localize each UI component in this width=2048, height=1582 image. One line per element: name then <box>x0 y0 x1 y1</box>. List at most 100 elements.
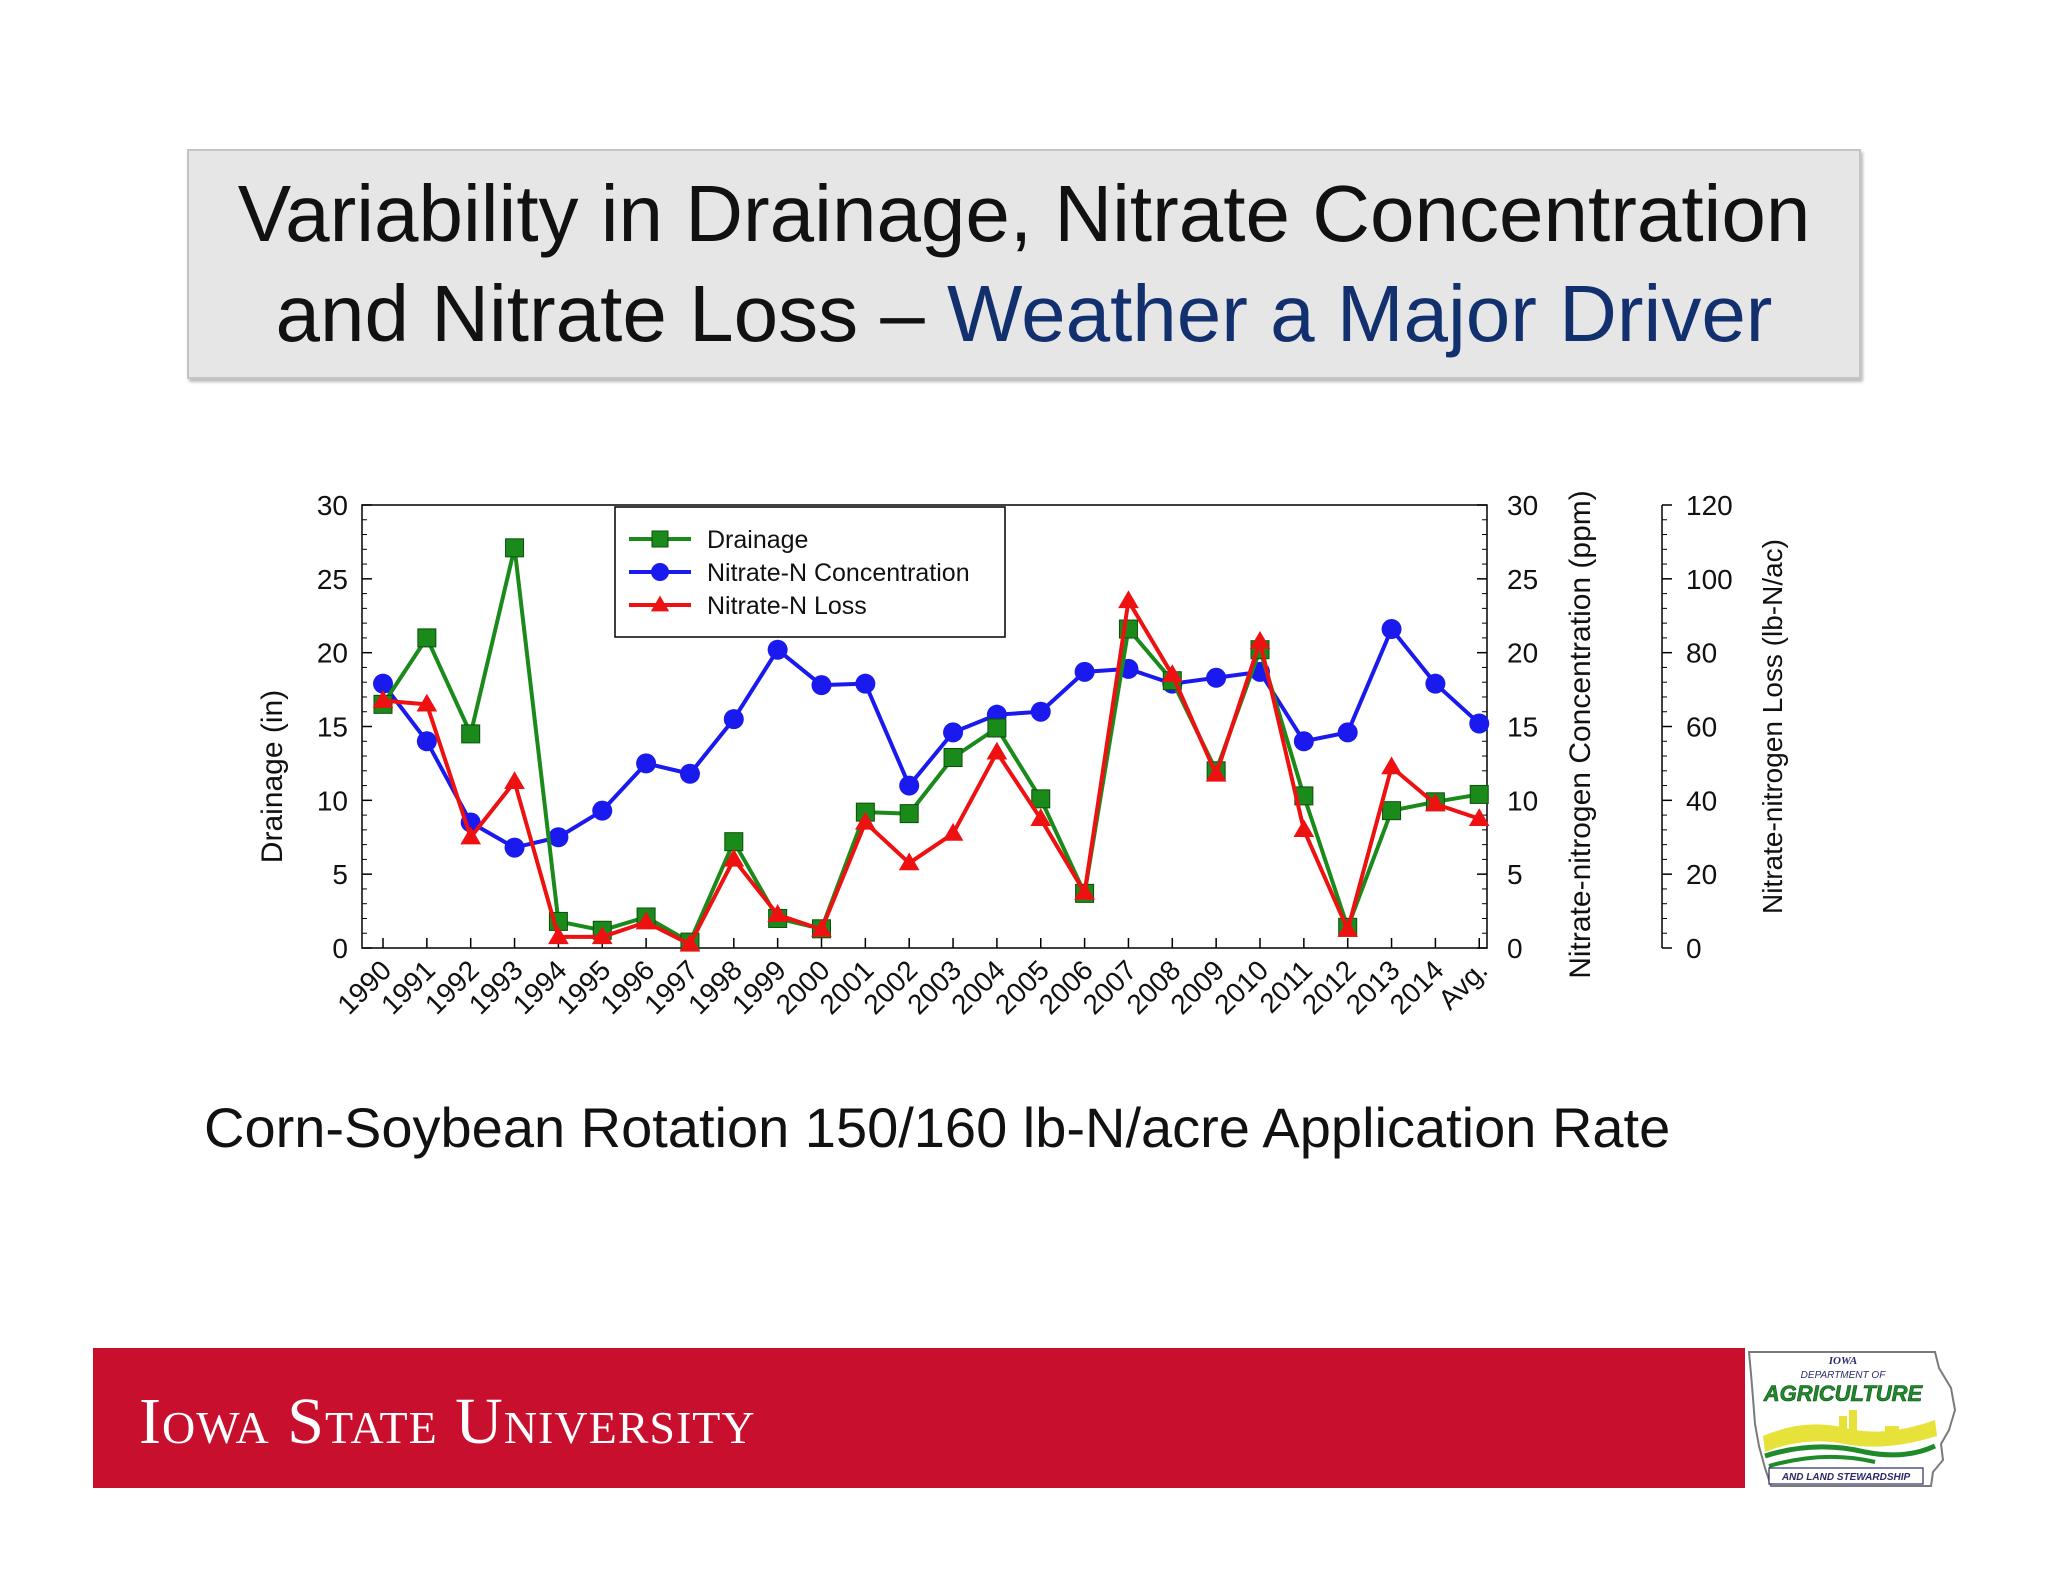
data-point-nitrate-n-concentration <box>855 673 876 694</box>
data-point-nitrate-n-loss <box>1118 590 1139 609</box>
svg-text:DEPARTMENT OF: DEPARTMENT OF <box>1801 1370 1887 1381</box>
data-point-nitrate-n-loss <box>811 918 832 937</box>
data-point-nitrate-n-loss <box>372 690 394 708</box>
right1-axis-tick-label: 20 <box>1507 638 1538 669</box>
title-line-1: Variability in Drainage, Nitrate Concent… <box>237 169 1811 258</box>
data-point-nitrate-n-loss <box>942 822 964 841</box>
data-point-nitrate-n-concentration <box>767 639 788 660</box>
iowa-state-university-logo: Iowa State University <box>139 1385 756 1458</box>
left-axis-tick-label: 20 <box>317 638 348 669</box>
right1-axis-tick-label: 5 <box>1507 859 1523 890</box>
data-point-nitrate-n-loss <box>898 852 920 871</box>
right1-axis-tick-label: 0 <box>1507 933 1523 964</box>
left-axis-tick-label: 10 <box>317 785 348 816</box>
right2-axis-tick-label: 0 <box>1686 933 1702 964</box>
left-axis-tick-label: 15 <box>317 712 348 743</box>
data-point-nitrate-n-loss <box>767 904 788 922</box>
data-point-nitrate-n-concentration <box>548 827 569 848</box>
title-line-2-prefix: and Nitrate Loss – <box>275 269 948 358</box>
data-point-nitrate-n-concentration <box>723 709 744 730</box>
subtitle: Corn-Soybean Rotation 150/160 lb-N/acre … <box>204 1096 1671 1159</box>
data-point-nitrate-n-concentration <box>1206 667 1227 688</box>
data-point-nitrate-n-loss <box>1249 630 1271 649</box>
data-point-drainage <box>724 832 744 852</box>
data-point-drainage <box>1469 784 1489 804</box>
footer-bar: Iowa State University <box>93 1348 1745 1488</box>
data-point-drainage <box>505 538 525 558</box>
right1-axis-tick-label: 30 <box>1507 490 1538 521</box>
right2-axis-label: Nitrate-nitrogen Loss (lb-N/ac) <box>1757 539 1788 914</box>
data-point-nitrate-n-concentration <box>679 763 700 784</box>
data-point-nitrate-n-loss <box>548 926 569 945</box>
left-axis-tick-label: 0 <box>332 933 348 964</box>
data-point-nitrate-n-loss <box>1074 882 1095 900</box>
data-point-drainage <box>987 718 1007 738</box>
data-point-nitrate-n-concentration <box>1469 713 1490 734</box>
data-point-nitrate-n-concentration <box>636 753 657 774</box>
data-point-nitrate-n-loss <box>986 741 1008 760</box>
right1-axis-tick-label: 15 <box>1507 712 1538 743</box>
legend-marker-nitrate-n-concentration <box>651 563 669 581</box>
data-point-drainage <box>417 628 437 648</box>
data-point-nitrate-n-loss <box>416 693 438 712</box>
data-point-nitrate-n-loss <box>679 933 701 952</box>
data-point-nitrate-n-loss <box>1293 819 1315 838</box>
right2-axis-tick-label: 120 <box>1686 490 1733 521</box>
data-point-nitrate-n-concentration <box>1337 722 1358 743</box>
data-point-nitrate-n-loss <box>723 848 745 867</box>
title-box: Variability in Drainage, Nitrate Concent… <box>187 149 1861 379</box>
left-axis-label: Drainage (in) <box>256 690 289 863</box>
legend-label-drainage: Drainage <box>707 526 808 554</box>
data-point-nitrate-n-concentration <box>504 837 525 858</box>
data-point-nitrate-n-loss <box>1381 756 1402 775</box>
right2-axis-tick-label: 80 <box>1686 638 1717 669</box>
data-point-nitrate-n-loss <box>1030 808 1052 826</box>
data-point-nitrate-n-concentration <box>1293 731 1314 752</box>
data-point-nitrate-n-concentration <box>592 800 613 821</box>
left-axis-tick-label: 25 <box>317 564 348 595</box>
data-point-nitrate-n-loss <box>635 911 657 930</box>
data-point-nitrate-n-loss <box>504 771 525 790</box>
data-point-nitrate-n-loss <box>1161 664 1183 682</box>
data-point-nitrate-n-concentration <box>373 673 393 694</box>
right2-axis-tick-label: 20 <box>1686 859 1717 890</box>
legend-label-nitrate-n-concentration: Nitrate-N Concentration <box>707 559 970 587</box>
legend-marker-nitrate-n-loss <box>650 595 670 612</box>
data-point-nitrate-n-concentration <box>416 731 437 752</box>
svg-text:AGRICULTURE: AGRICULTURE <box>1763 1381 1924 1406</box>
right1-axis-label: Nitrate-nitrogen Concentration (ppm) <box>1564 490 1597 979</box>
title-accent: Weather a Major Driver <box>947 269 1773 358</box>
legend-marker-drainage <box>651 530 669 548</box>
data-point-nitrate-n-loss <box>855 811 876 830</box>
data-point-drainage <box>943 748 963 768</box>
data-point-nitrate-n-loss <box>1425 793 1446 812</box>
data-point-nitrate-n-loss <box>460 826 482 845</box>
right1-axis-tick-label: 10 <box>1507 785 1538 816</box>
right2-axis-tick-label: 40 <box>1686 785 1717 816</box>
data-point-nitrate-n-concentration <box>1425 673 1446 694</box>
data-point-nitrate-n-concentration <box>811 675 832 696</box>
title-line-2: and Nitrate Loss – Weather a Major Drive… <box>276 264 1773 364</box>
left-axis-tick-label: 5 <box>332 859 348 890</box>
data-point-nitrate-n-concentration <box>1074 661 1095 682</box>
data-point-nitrate-n-concentration <box>1030 701 1051 722</box>
left-axis-tick-label: 30 <box>317 490 348 521</box>
legend-label-nitrate-n-loss: Nitrate-N Loss <box>707 592 867 620</box>
data-point-nitrate-n-loss <box>1337 918 1359 937</box>
data-point-nitrate-n-loss <box>1205 763 1227 782</box>
data-point-drainage <box>461 724 481 744</box>
x-axis-tick-label: Avg. <box>1432 954 1493 1015</box>
iowa-agriculture-department-logo: IOWA DEPARTMENT OF AGRICULTURE AND LAND … <box>1747 1351 1957 1487</box>
data-point-drainage <box>1031 789 1051 809</box>
data-point-nitrate-n-loss <box>591 926 613 945</box>
data-point-nitrate-n-concentration <box>1381 619 1402 640</box>
series-line-nitrate-n-loss <box>382 598 1480 947</box>
data-point-drainage <box>1382 801 1402 821</box>
svg-text:IOWA: IOWA <box>1828 1355 1858 1367</box>
data-point-nitrate-n-concentration <box>899 775 920 796</box>
data-point-nitrate-n-loss <box>1468 808 1490 826</box>
right1-axis-tick-label: 25 <box>1507 564 1538 595</box>
data-point-drainage <box>899 804 919 824</box>
right2-axis-tick-label: 60 <box>1686 712 1717 743</box>
